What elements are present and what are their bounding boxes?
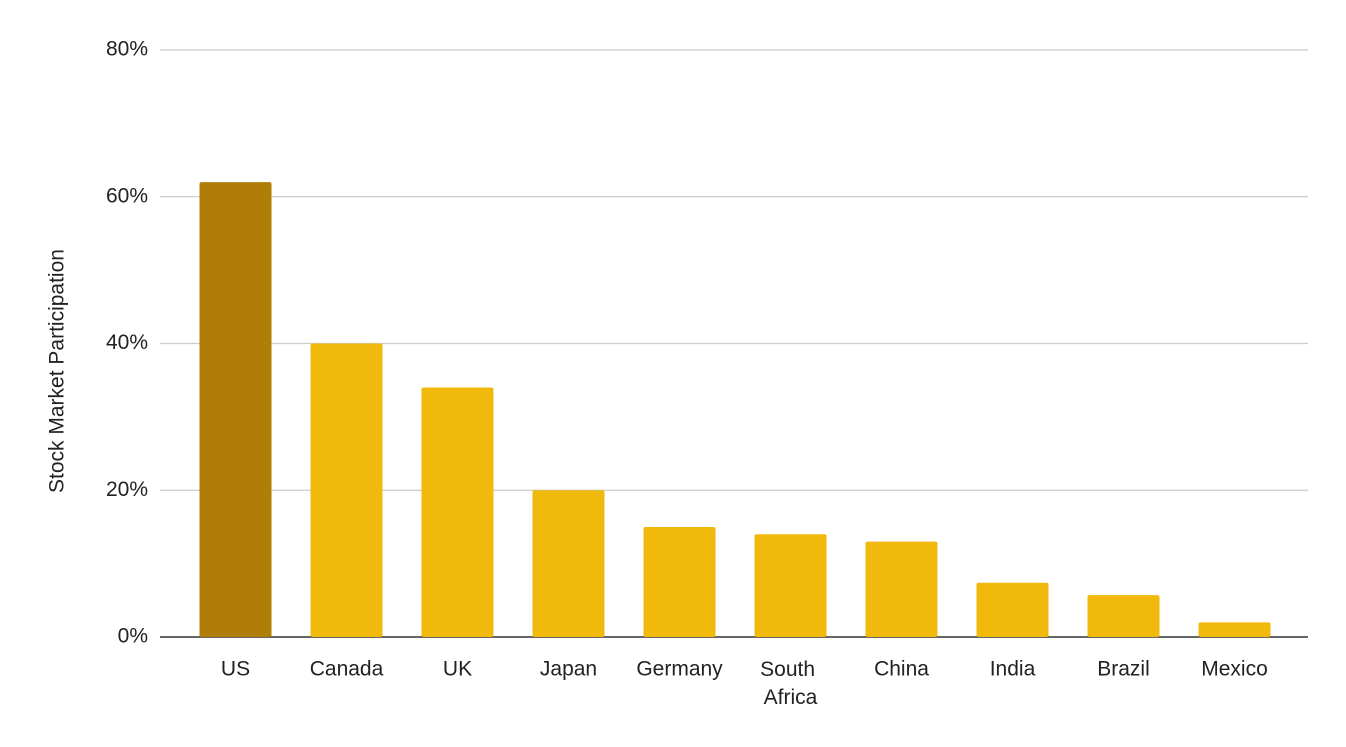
x-tick-label: China [874, 658, 929, 681]
y-tick-label: 40% [106, 331, 148, 354]
bar [643, 526, 716, 637]
bar [532, 490, 605, 637]
bar [1198, 622, 1271, 637]
bar [754, 534, 827, 637]
bar [310, 343, 383, 637]
x-tick-label: Canada [310, 658, 384, 681]
x-tick-label: Mexico [1201, 658, 1268, 681]
bar [976, 582, 1049, 637]
y-tick-label: 0% [118, 625, 148, 648]
bar [865, 541, 938, 637]
bar [421, 387, 494, 637]
y-tick-label: 80% [106, 38, 148, 61]
x-tick-label: Japan [540, 658, 597, 681]
x-tick-label: UK [443, 658, 472, 681]
x-tick-label: Brazil [1097, 658, 1150, 681]
y-tick-label: 60% [106, 184, 148, 207]
x-tick-label: Germany [636, 658, 723, 681]
y-axis-title: Stock Market Participation [46, 249, 69, 493]
x-tick-label: South Africa [760, 658, 821, 709]
x-tick-label: US [221, 658, 250, 681]
bar [1087, 595, 1160, 637]
y-tick-label: 20% [106, 478, 148, 501]
bar [199, 182, 272, 637]
x-tick-label: India [990, 658, 1036, 681]
